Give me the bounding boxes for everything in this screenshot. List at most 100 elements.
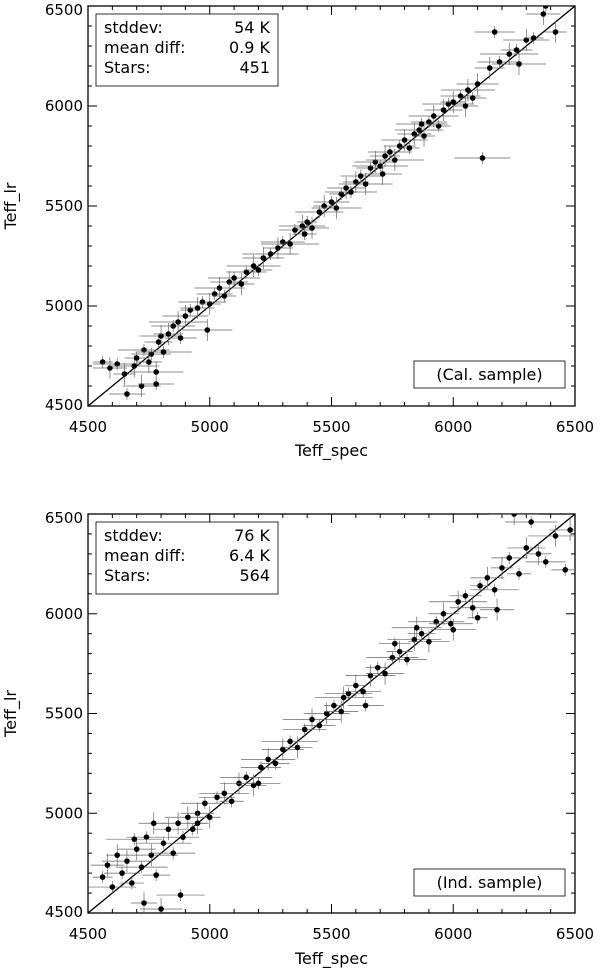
data-point: [150, 820, 157, 827]
data-point: [465, 87, 471, 93]
data-point: [99, 359, 106, 365]
data-point: [301, 231, 308, 237]
stat-label: mean diff:: [104, 38, 185, 57]
data-point: [194, 820, 201, 827]
data-point: [206, 301, 213, 307]
data-point: [396, 143, 403, 149]
data-point: [119, 870, 125, 876]
data-point: [506, 51, 513, 57]
data-point: [340, 694, 347, 701]
data-point: [392, 640, 398, 647]
data-point: [530, 35, 537, 41]
data-point: [165, 826, 172, 833]
sample-label: (Ind. sample): [437, 873, 543, 892]
y-tick-label: 6500: [45, 509, 83, 527]
data-point: [411, 636, 418, 643]
data-point: [450, 99, 457, 105]
data-point: [496, 59, 503, 65]
data-point: [372, 159, 379, 165]
y-tick-label: 6500: [45, 1, 83, 19]
data-point: [177, 335, 184, 341]
data-point: [275, 245, 281, 251]
data-point: [124, 858, 130, 864]
data-point: [272, 760, 279, 767]
data-point: [141, 347, 147, 353]
stat-value: 564: [239, 566, 270, 585]
data-point: [121, 371, 128, 377]
data-point: [146, 359, 152, 365]
data-point: [109, 884, 116, 890]
sample-label: (Cal. sample): [436, 365, 542, 384]
data-point: [214, 794, 220, 801]
data-point: [131, 363, 138, 369]
y-tick-label: 5500: [45, 197, 83, 215]
x-tick-label: 4500: [69, 925, 107, 943]
x-axis-title: Teff_spec: [294, 949, 368, 969]
data-point: [406, 145, 413, 151]
data-point: [321, 203, 327, 209]
data-point: [367, 165, 374, 171]
data-point: [316, 722, 323, 729]
data-point: [382, 153, 388, 159]
data-point: [479, 155, 486, 161]
data-point: [243, 269, 250, 275]
data-point: [469, 604, 476, 611]
data-point: [260, 255, 267, 261]
y-tick-label: 6000: [45, 97, 83, 115]
data-point: [228, 798, 235, 805]
data-point: [367, 672, 374, 679]
data-point: [194, 305, 201, 311]
data-point: [104, 862, 111, 868]
data-point: [170, 850, 177, 856]
data-point: [182, 313, 189, 319]
data-point: [345, 690, 352, 697]
stat-value: 54 K: [234, 18, 270, 37]
data-point: [177, 892, 184, 898]
data-point: [469, 95, 476, 101]
data-point: [141, 900, 147, 906]
data-point: [506, 555, 513, 561]
data-point: [440, 610, 447, 617]
data-point: [433, 618, 440, 625]
data-point: [511, 514, 517, 517]
data-point: [292, 227, 298, 233]
data-point: [333, 205, 340, 211]
data-point: [148, 852, 155, 858]
stat-value: 451: [239, 58, 270, 77]
data-point: [418, 630, 425, 637]
data-point: [357, 173, 364, 179]
x-tick-label: 6000: [434, 418, 472, 436]
data-point: [99, 874, 106, 880]
data-point: [362, 181, 369, 187]
data-point: [494, 606, 500, 613]
data-point: [484, 575, 491, 581]
data-point: [338, 708, 345, 715]
data-point: [331, 702, 337, 709]
data-point: [143, 834, 150, 840]
data-point: [445, 101, 452, 107]
x-axis-title: Teff_spec: [294, 441, 368, 461]
data-point: [304, 219, 310, 225]
data-point: [280, 746, 286, 753]
data-point: [299, 223, 306, 229]
data-point: [455, 598, 461, 605]
data-point: [413, 624, 420, 631]
data-point: [267, 251, 274, 257]
data-point: [204, 327, 211, 333]
data-point: [379, 171, 386, 177]
data-point: [552, 29, 559, 35]
data-point: [540, 11, 547, 17]
x-tick-label: 5000: [191, 925, 229, 943]
data-point: [243, 774, 250, 781]
data-point: [131, 836, 138, 842]
data-point: [129, 880, 135, 886]
data-point: [180, 834, 186, 840]
data-point: [226, 279, 233, 285]
data-point: [309, 225, 315, 231]
data-layer: [88, 6, 575, 406]
data-point: [542, 6, 549, 9]
data-point: [404, 656, 410, 663]
stat-value: 76 K: [234, 526, 270, 545]
data-point: [160, 349, 167, 355]
data-point: [124, 391, 130, 397]
